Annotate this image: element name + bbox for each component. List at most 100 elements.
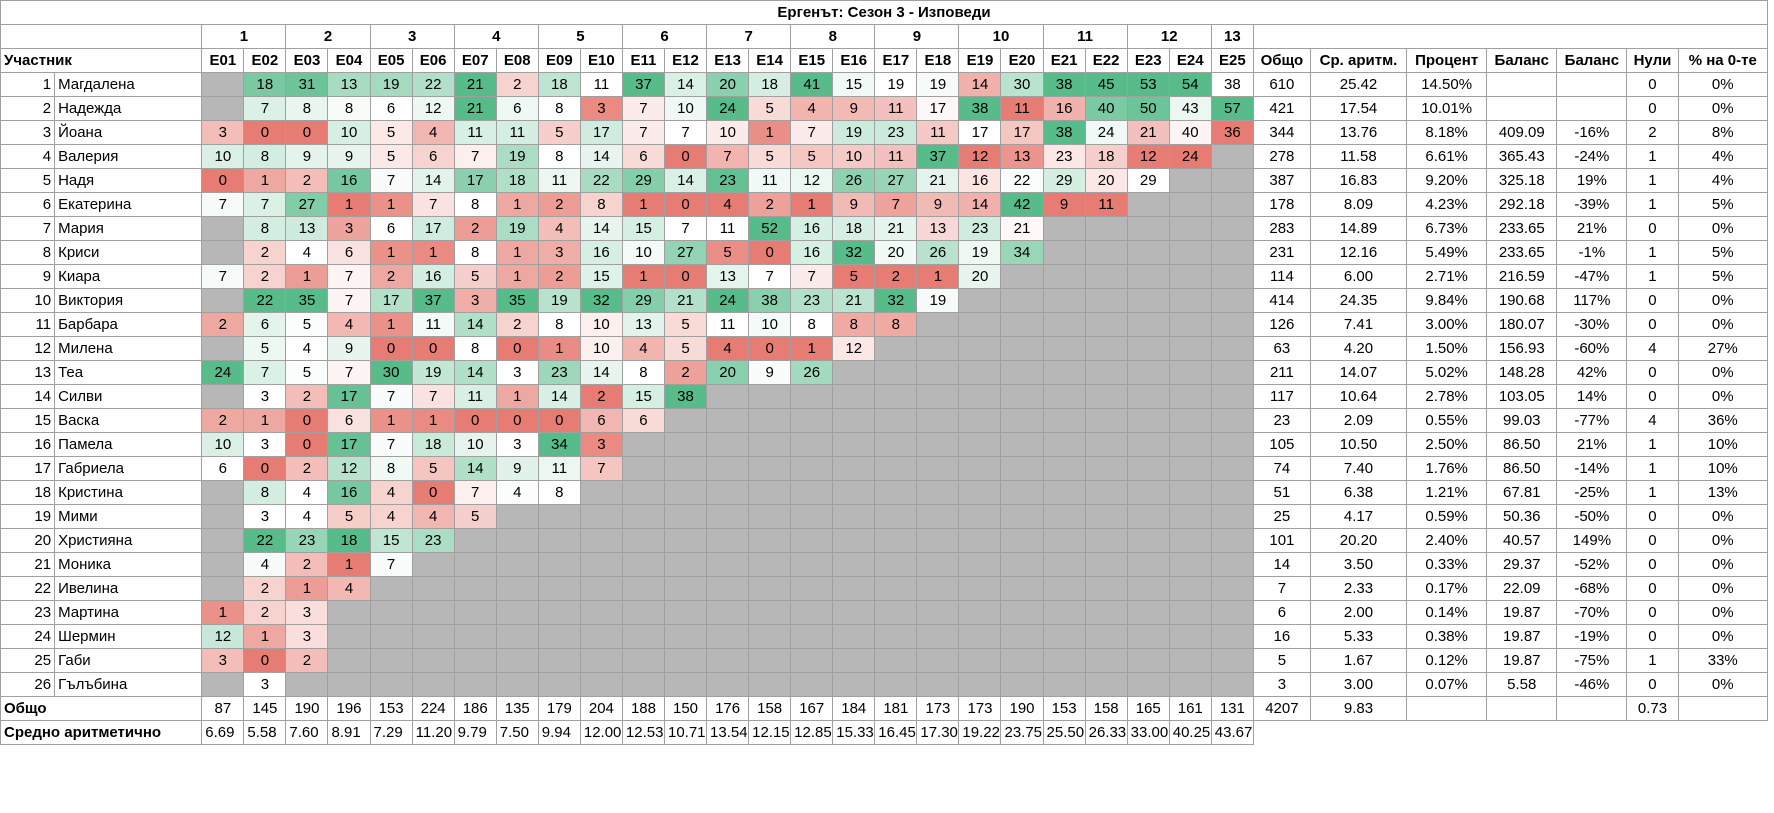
- percent: 5.02%: [1406, 360, 1488, 385]
- episode-count: 8: [537, 96, 581, 121]
- episode-count: 1: [369, 240, 413, 265]
- episode-count: 0: [663, 144, 708, 169]
- episode-count: 7: [663, 120, 708, 145]
- episode-count: 1: [495, 384, 539, 409]
- episode-count: [958, 408, 1002, 433]
- episode-count: 1: [243, 168, 287, 193]
- episode-count: 38: [1042, 120, 1086, 145]
- episode-count: 32: [579, 288, 623, 313]
- zeros: 0: [1626, 72, 1679, 97]
- episode-count: [1042, 624, 1086, 649]
- total: 3: [1252, 672, 1311, 697]
- episode-count: 0: [748, 240, 792, 265]
- total: 74: [1252, 456, 1311, 481]
- table-row: 1 Магдалена 18 31 13 19 22 21 2 18 11 37 14 20 18 41 15 1…: [0, 72, 1768, 97]
- column-header: E11: [621, 48, 665, 73]
- episode-count: 1: [621, 192, 665, 217]
- episode-count: 38: [1042, 72, 1086, 97]
- table-row: 12 Милена 5 4 9 0 0 8 0 1 10 4 5 4 0 1 12 63 4.20 1.50% 156.…: [0, 336, 1768, 361]
- episode-count: [1084, 576, 1128, 601]
- episode-count: [832, 432, 876, 457]
- episode-count: [1084, 672, 1128, 697]
- total: 25: [1252, 504, 1311, 529]
- episode-count: 3: [579, 96, 623, 121]
- episode-count: [621, 432, 665, 457]
- episode-count: [495, 552, 539, 577]
- episode-count: [1000, 672, 1044, 697]
- column-header: Процент: [1406, 48, 1488, 73]
- episode-count: 7: [790, 264, 834, 289]
- column-header: E02: [243, 48, 287, 73]
- week-header: 7: [706, 24, 792, 49]
- episode-count: [1210, 336, 1254, 361]
- rank: 4: [0, 144, 56, 169]
- episode-count: [1168, 264, 1212, 289]
- zeros: 1: [1626, 240, 1679, 265]
- average: 5.33: [1309, 624, 1408, 649]
- rank: 11: [0, 312, 56, 337]
- episode-count: 3: [495, 432, 539, 457]
- episode-count: [1168, 360, 1212, 385]
- episode-count: [1210, 144, 1254, 169]
- rank: 1: [0, 72, 56, 97]
- episode-count: 4: [285, 336, 329, 361]
- episode-count: [1084, 432, 1128, 457]
- episode-count: 11: [706, 216, 750, 241]
- episode-count: [874, 672, 918, 697]
- episode-count: 7: [453, 480, 497, 505]
- episode-count: [706, 384, 750, 409]
- episode-count: 18: [327, 528, 371, 553]
- episode-count: 7: [663, 216, 708, 241]
- episode-count: 7: [243, 96, 287, 121]
- balance: 29.37: [1486, 552, 1558, 577]
- zeros: 0: [1626, 288, 1679, 313]
- episode-count: 29: [621, 168, 665, 193]
- episode-count: [1126, 408, 1170, 433]
- table-row: 24 Шермин 12 1 3 16 5.33 0.38% 19.87 -19% 0 0%: [0, 624, 1768, 649]
- episode-average: 11.20: [411, 720, 455, 745]
- average: 10.64: [1309, 384, 1408, 409]
- episode-count: [1000, 600, 1044, 625]
- column-header: E05: [369, 48, 413, 73]
- episode-count: [790, 576, 834, 601]
- average: 14.89: [1309, 216, 1408, 241]
- zeros-pct: 5%: [1677, 192, 1768, 217]
- episode-count: 12: [1126, 144, 1170, 169]
- episode-count: 8: [285, 96, 329, 121]
- name: Виктория: [54, 288, 203, 313]
- episode-count: 6: [411, 144, 455, 169]
- total: 178: [1252, 192, 1311, 217]
- episode-count: [874, 624, 918, 649]
- episode-count: 38: [1210, 72, 1254, 97]
- percent: 9.84%: [1406, 288, 1488, 313]
- episode-count: [663, 504, 708, 529]
- rank: 16: [0, 432, 56, 457]
- episode-count: [1084, 504, 1128, 529]
- episode-count: 16: [579, 240, 623, 265]
- week-header: 8: [790, 24, 876, 49]
- episode-count: 50: [1126, 96, 1170, 121]
- episode-count: 16: [411, 264, 455, 289]
- episode-count: 24: [1084, 120, 1128, 145]
- episode-count: 36: [1210, 120, 1254, 145]
- average: 2.09: [1309, 408, 1408, 433]
- zeros-pct: 0%: [1677, 216, 1768, 241]
- balance-pct: -1%: [1556, 240, 1628, 265]
- episode-count: 2: [285, 384, 329, 409]
- column-header: E12: [663, 48, 708, 73]
- episode-total: 135: [495, 696, 539, 721]
- episode-count: [1084, 648, 1128, 673]
- episode-count: 23: [706, 168, 750, 193]
- episode-count: 12: [832, 336, 876, 361]
- episode-count: 2: [453, 216, 497, 241]
- episode-count: 3: [579, 432, 623, 457]
- episode-count: [1000, 312, 1044, 337]
- episode-count: 3: [453, 288, 497, 313]
- episode-count: [916, 600, 960, 625]
- episode-count: 21: [832, 288, 876, 313]
- week-header: 1: [201, 24, 287, 49]
- balance: 180.07: [1486, 312, 1558, 337]
- episode-count: [1168, 480, 1212, 505]
- episode-count: 12: [958, 144, 1002, 169]
- episode-count: [1126, 456, 1170, 481]
